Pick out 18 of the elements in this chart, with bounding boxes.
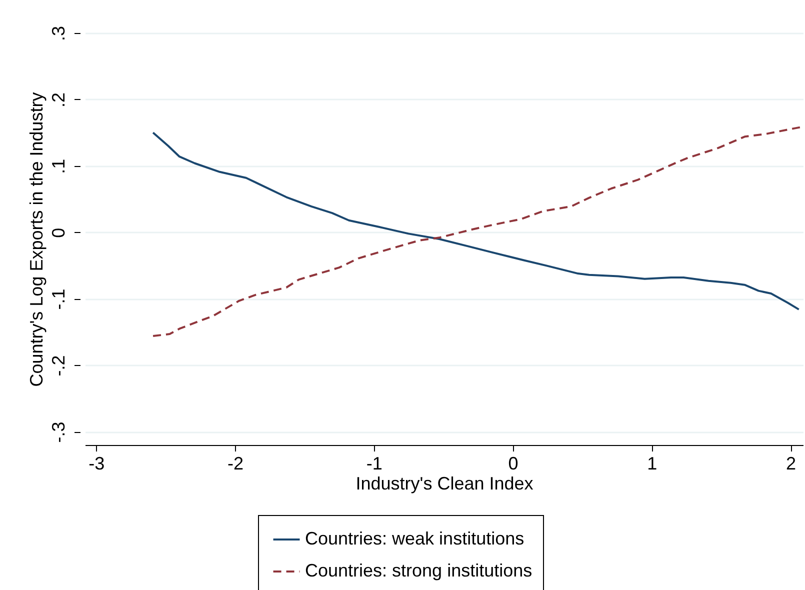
y-tick-label: -.3 xyxy=(48,422,68,443)
y-tick-label: .1 xyxy=(48,158,68,174)
y-tick-label: -.2 xyxy=(48,355,68,376)
x-tick-label: 1 xyxy=(647,454,658,474)
y-tick-label: -.1 xyxy=(48,288,68,310)
legend-label: Countries: weak institutions xyxy=(305,528,524,548)
x-tick-label: -3 xyxy=(88,454,105,474)
y-tick-label: .3 xyxy=(48,26,68,42)
y-tick-label: 0 xyxy=(48,228,68,238)
x-tick-label: 0 xyxy=(508,454,518,474)
x-tick-label: -2 xyxy=(227,454,244,474)
x-tick-label: 2 xyxy=(786,454,796,474)
x-axis-title: Industry's Clean Index xyxy=(356,474,534,494)
y-tick-label: .2 xyxy=(48,92,68,108)
x-tick-label: -1 xyxy=(366,454,382,474)
line-series xyxy=(152,132,800,310)
y-axis-title: Country's Log Exports in the Industry xyxy=(26,92,46,387)
legend-label: Countries: strong institutions xyxy=(305,560,532,580)
